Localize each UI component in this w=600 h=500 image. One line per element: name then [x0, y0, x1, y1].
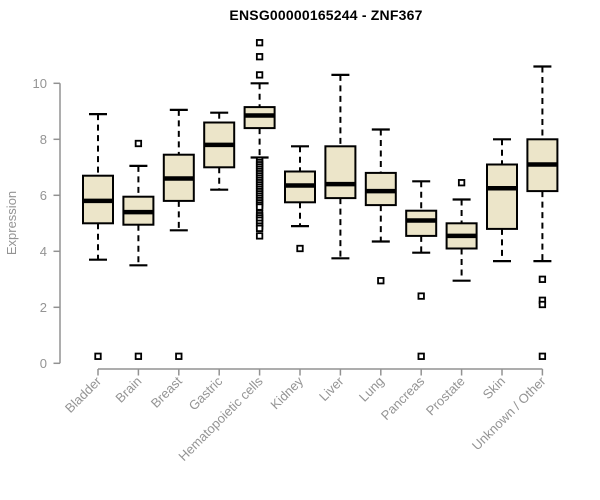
- boxplot-breast: [162, 108, 195, 360]
- chart-title: ENSG00000165244 - ZNF367: [229, 7, 423, 23]
- outlier-point: [175, 352, 183, 360]
- x-tick-label: Breast: [148, 373, 185, 410]
- x-tick-label: Lung: [356, 374, 387, 405]
- outlier-point: [134, 139, 143, 148]
- x-tick-label: Bladder: [62, 373, 105, 416]
- boxplot-skin: [486, 138, 518, 263]
- outlier-point: [94, 352, 102, 360]
- outlier-point: [538, 352, 547, 360]
- y-tick-label: 2: [40, 300, 47, 315]
- outlier-point: [538, 300, 547, 309]
- x-tick-label: Gastric: [186, 373, 226, 413]
- boxplot-gastric: [203, 111, 236, 191]
- iqr-box: [405, 209, 438, 237]
- boxplot-brain: [122, 139, 155, 360]
- y-tick-label: 0: [40, 356, 47, 371]
- boxplot-lung: [364, 128, 397, 285]
- iqr-box: [324, 145, 357, 200]
- outlier-point: [255, 39, 264, 47]
- x-tick-label: Pancreas: [378, 373, 428, 423]
- x-tick-label: Prostate: [423, 374, 468, 419]
- boxplot-hematopoietic-cells: [243, 39, 276, 240]
- outlier-point: [538, 275, 547, 283]
- y-tick-label: 4: [40, 244, 47, 259]
- y-tick-label: 10: [33, 76, 47, 91]
- x-tick-label: Liver: [316, 373, 347, 404]
- boxplot-bladder: [82, 112, 114, 360]
- outlier-point: [255, 224, 264, 232]
- outlier-point: [417, 292, 425, 300]
- x-tick-label: Skin: [480, 374, 508, 402]
- y-axis: 0 2 4 6 8 10 Expression: [4, 76, 61, 371]
- iqr-box: [486, 163, 518, 230]
- outlier-point: [377, 277, 385, 285]
- outlier-point: [255, 53, 264, 61]
- y-tick-label: 8: [40, 132, 47, 147]
- outlier-point: [134, 352, 143, 360]
- outlier-point: [255, 203, 264, 211]
- boxplot-unknown-other: [526, 65, 559, 360]
- outlier-point: [255, 232, 264, 240]
- x-tick-label: Unknown / Other: [469, 373, 549, 453]
- y-axis-title: Expression: [4, 191, 19, 255]
- outlier-point: [457, 179, 466, 187]
- boxplot-liver: [324, 73, 357, 260]
- boxplot-pancreas: [405, 180, 438, 360]
- boxplot-kidney: [284, 145, 316, 253]
- boxplot-prostate: [445, 179, 478, 282]
- y-tick-label: 6: [40, 188, 47, 203]
- x-tick-label: Kidney: [267, 373, 306, 412]
- outlier-point: [296, 244, 304, 253]
- x-tick-label: Brain: [112, 374, 144, 406]
- outlier-point: [255, 71, 264, 79]
- outlier-point: [417, 352, 425, 360]
